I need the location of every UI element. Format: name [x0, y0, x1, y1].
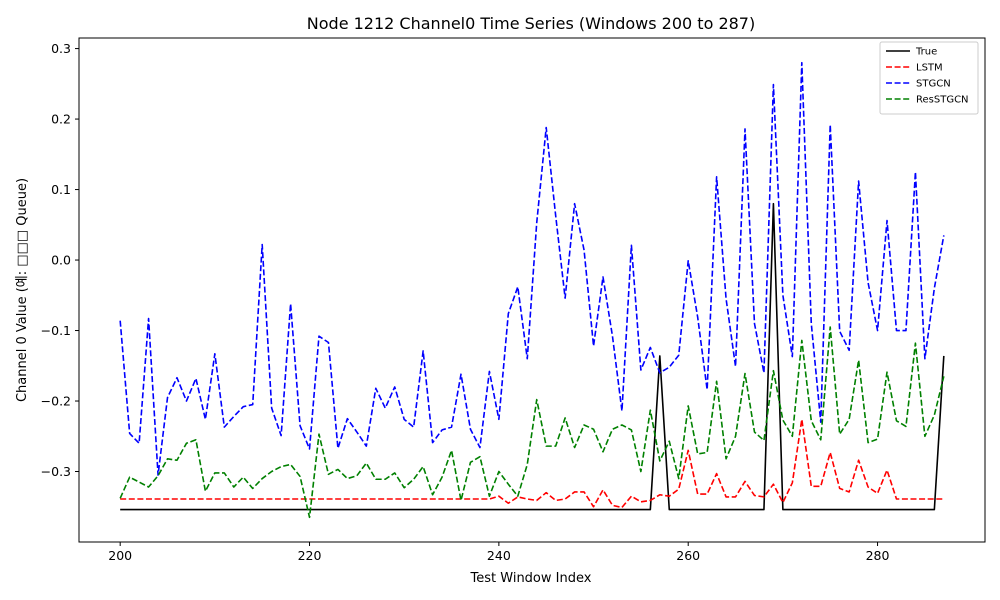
chart-title: Node 1212 Channel0 Time Series (Windows …	[307, 14, 755, 33]
x-tick-label: 280	[866, 548, 890, 563]
series-line-stgcn	[119, 61, 945, 476]
x-axis-label: Test Window Index	[470, 571, 592, 586]
y-axis-label: Channel 0 Value (예: □□□ Queue)	[15, 178, 30, 402]
x-axis: 200 220 240 260 280	[108, 542, 890, 563]
plot-frame	[78, 37, 986, 543]
legend-box	[879, 41, 979, 115]
y-tick-label: −0.2	[41, 394, 71, 409]
y-tick-label: −0.3	[41, 464, 71, 479]
y-tick-label: 0.1	[51, 182, 71, 197]
legend-label: LSTM	[916, 63, 943, 74]
y-tick-label: 0.2	[51, 112, 71, 127]
x-tick-label: 220	[298, 548, 322, 563]
legend-label: True	[915, 47, 937, 58]
legend: True LSTM STGCN ResSTGCN	[879, 41, 979, 115]
x-tick-label: 240	[487, 548, 511, 563]
y-tick-label: 0.3	[51, 41, 71, 56]
series-group	[119, 61, 945, 519]
series-line-resstgcn	[119, 326, 945, 519]
y-tick-label: 0.0	[51, 253, 71, 268]
x-tick-label: 260	[676, 548, 700, 563]
series-line-lstm	[120, 418, 944, 509]
y-tick-label: −0.1	[41, 323, 71, 338]
plot-area	[78, 37, 986, 543]
y-axis: −0.3 −0.2 −0.1 0.0 0.1 0.2 0.3	[41, 41, 79, 479]
legend-label: STGCN	[916, 79, 951, 90]
series-line-true	[120, 202, 945, 511]
x-tick-label: 200	[108, 548, 132, 563]
legend-label: ResSTGCN	[916, 95, 969, 106]
